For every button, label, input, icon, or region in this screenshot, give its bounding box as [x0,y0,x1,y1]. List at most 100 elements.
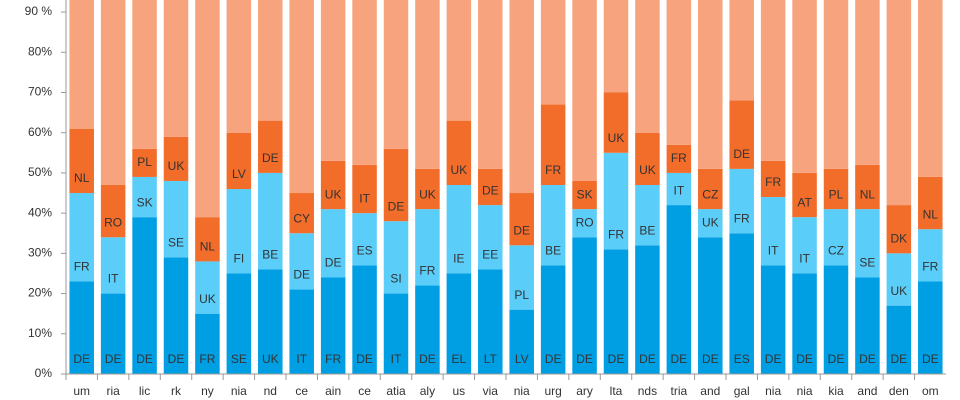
bar-segment [540,104,566,185]
segment-label: DE [262,151,279,165]
bar-segment [603,249,629,374]
segment-label: ES [734,352,750,366]
segment-label: PL [829,187,844,201]
bar-segment [572,209,597,238]
x-tick-label: nds [638,384,657,398]
segment-label: DE [356,352,373,366]
bar-segment [69,0,94,129]
segment-label: NL [74,171,90,185]
segment-label: DE [733,147,750,161]
segment-label: BE [639,223,655,237]
segment-label: DE [671,352,688,366]
bar-segment [918,281,943,374]
segment-label: DE [796,352,813,366]
segment-label: DE [73,352,90,366]
segment-label: CY [293,211,310,225]
segment-label: UK [419,187,436,201]
x-tick-label: us [453,384,466,398]
segment-label: FR [922,260,938,274]
bar-segment [258,172,283,270]
segment-label: DE [922,352,939,366]
bar-segment [760,197,786,266]
bar-segment [352,213,377,266]
segment-label: UK [608,131,625,145]
bar-segment [666,0,692,145]
bar-segment [163,0,189,137]
bar-segment [855,0,880,165]
segment-label: RO [576,215,594,229]
bar-segment [383,293,409,374]
segment-label: IE [453,252,464,266]
segment-label: PL [137,155,152,169]
x-tick-label: ce [358,384,371,398]
x-tick-label: nia [797,384,813,398]
plot-area [69,0,943,374]
x-tick-label: ny [201,384,214,398]
bar-segment [69,193,94,282]
bar-segment [163,180,189,258]
segment-label: UK [199,292,216,306]
bar-segment [918,0,943,177]
bar-segment [698,209,723,238]
segment-label: IT [799,252,810,266]
segment-label: CZ [828,244,844,258]
segment-label: SE [168,236,184,250]
segment-label: EL [452,352,467,366]
bar-segment [446,120,472,185]
bar-segment [226,132,252,190]
y-tick-label: 90 % [25,4,53,18]
bar-segment [226,189,252,274]
segment-label: FR [608,228,624,242]
segment-label: DE [765,352,782,366]
segment-label: DE [388,199,405,213]
bar-segment [100,293,126,374]
segment-label: NL [200,240,216,254]
bar-segment [320,209,346,278]
bar-segment [823,265,849,374]
segment-label: LV [515,352,529,366]
segment-label: UK [639,163,656,177]
bar-segment [383,221,409,294]
bar-segment [698,237,723,374]
bar-segment [729,233,754,374]
segment-label: NL [923,207,939,221]
bar-segment [729,0,754,101]
bar-segment [666,172,692,206]
segment-label: DE [859,352,876,366]
bar-segment [383,148,409,222]
segment-label: AT [797,195,812,209]
x-tick-label: and [700,384,720,398]
bar-segment [855,164,880,210]
bar-segment [478,168,503,206]
bar-segment [415,285,440,374]
bar-segment [509,245,534,310]
segment-label: IT [108,272,119,286]
bar-segment [635,132,660,185]
segment-label: IT [768,244,779,258]
bar-segment [666,144,692,173]
bar-segment [100,184,126,238]
bar-segment [195,313,220,374]
segment-label: FR [545,163,561,177]
bar-segment [320,0,346,161]
y-tick-label: 80% [28,44,52,58]
segment-label: FR [325,352,341,366]
segment-label: SK [577,187,593,201]
bar-segment [320,160,346,210]
segment-label: RO [104,215,122,229]
bar-segment [258,269,283,374]
segment-label: BE [545,244,561,258]
bar-segment [886,305,912,374]
x-tick-label: nia [765,384,781,398]
x-tick-label: via [483,384,499,398]
bar-segment [540,0,566,105]
segment-label: UK [451,163,468,177]
segment-label: FR [671,151,687,165]
bar-segment [603,92,629,153]
bar-segment [792,217,817,274]
x-tick-label: rk [171,384,182,398]
bar-segment [855,277,880,374]
bar-segment [760,160,786,198]
bar-segment [446,273,472,374]
